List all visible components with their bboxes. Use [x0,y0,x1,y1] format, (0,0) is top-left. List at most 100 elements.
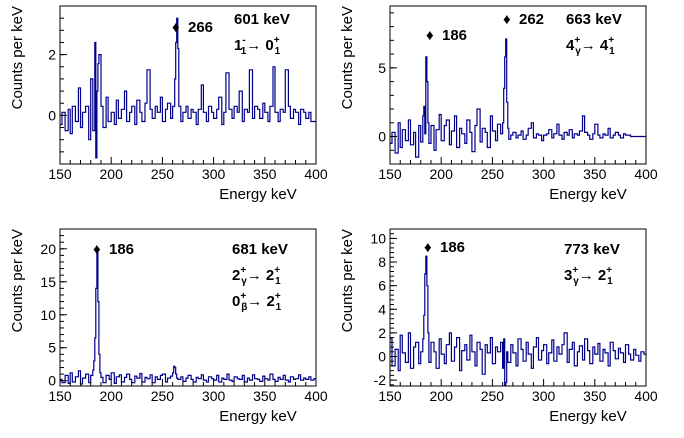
transition-part: 0 [261,37,274,54]
plot-frame [389,5,647,165]
transition-part: → [581,37,596,54]
transition-label: 4+ γ→ 4+ 1 [566,35,615,57]
x-axis-label: Energy keV [219,186,297,203]
x-tick-label: 300 [532,388,556,404]
y-tick-label: 0 [378,348,386,364]
y-tick-label: 0 [48,107,56,123]
transition-part: + [608,35,614,46]
transition-part: → [247,293,262,310]
x-tick-label: 150 [48,166,72,182]
plot-frame [59,228,317,387]
transition-part: 2 [594,267,607,284]
y-tick-label: 2 [48,47,56,63]
x-tick-label: 400 [634,166,658,182]
peak-marker-icon: ♦ [172,19,180,36]
x-tick-label: 200 [430,388,454,404]
x-tick-label: 200 [430,166,454,182]
transition-part: β [241,302,247,313]
x-tick-label: 400 [304,388,328,404]
x-tick-label: 350 [253,166,277,182]
data-series-1 [60,17,316,159]
y-tick-label: 8 [378,254,386,270]
transition-part: + [606,265,612,276]
x-tick-label: 250 [151,166,175,182]
peak-label: 266 [188,19,213,36]
y-tick-label: 5 [48,340,56,356]
data-series-2 [390,38,646,158]
y-axis-label: Counts per keV [339,6,356,109]
y-tick-label: 0 [378,129,386,145]
transition-part: → [246,37,261,54]
x-tick-label: 300 [202,388,226,404]
transition-part: 1 [607,276,613,287]
x-tick-label: 400 [304,166,328,182]
transition-part: 4 [566,37,575,54]
y-axis-label: Counts per keV [9,6,26,109]
transition-part: → [579,267,594,284]
peak-label: 186 [440,239,465,256]
transition-part: 1 [275,46,281,57]
x-tick-label: 400 [634,388,658,404]
x-tick-label: 300 [532,166,556,182]
chart-panel-2: 150 200 250 300 350 400 0 5 Energy keV Counts per… [339,5,658,203]
transition-label: 2+ γ→ 2+ 1 [232,265,281,287]
x-tick-label: 350 [583,166,607,182]
transition-part: + [572,265,578,276]
transition-part: + [240,265,246,276]
transition-part: + [574,35,580,46]
transition-part: - [242,35,245,46]
transition-part: → [247,267,262,284]
transition-part: + [275,291,281,302]
transition-part: 1 [241,46,247,57]
transition-part: 1 [276,302,282,313]
x-axis-label: Energy keV [549,408,627,425]
x-axis-label: Energy keV [549,186,627,203]
transition-energy: 773 keV [564,241,620,258]
transition-part: + [274,265,280,276]
x-tick-label: 250 [481,388,505,404]
y-tick-label: 0 [48,373,56,389]
y-tick-label: 6 [378,278,386,294]
x-tick-label: 300 [202,166,226,182]
x-tick-label: 350 [253,388,277,404]
transition-part: 1 [609,46,615,57]
x-tick-label: 150 [378,166,402,182]
peak-label: 186 [109,241,134,258]
transition-part: + [240,291,246,302]
x-tick-label: 200 [100,166,124,182]
y-tick-label: 5 [378,60,386,76]
data-series-3 [60,251,316,385]
plot-frame [389,228,647,387]
peak-marker-icon: ♦ [426,27,434,44]
y-tick-label: 20 [40,241,56,257]
peak-marker-icon: ♦ [93,241,101,258]
transition-part: 4 [596,37,609,54]
transition-part: 2 [232,267,240,284]
transition-part: 2 [262,267,275,284]
y-axis-label: Counts per keV [9,229,26,332]
transition-energy: 681 keV [232,241,288,258]
plot-frame [59,5,317,165]
x-axis-label: Energy keV [219,408,297,425]
transition-energy: 663 keV [566,11,622,28]
y-axis-label: Counts per keV [339,229,356,332]
transition-part: γ [573,276,579,287]
x-tick-label: 150 [378,388,402,404]
y-tick-label: 4 [378,301,386,317]
x-tick-label: 200 [100,388,124,404]
y-tick-label: 10 [40,307,56,323]
y-tick-label: 10 [370,230,386,246]
transition-part: γ [241,276,247,287]
peak-marker-icon: ♦ [424,239,432,256]
y-tick-label: 2 [378,325,386,341]
transition-part: 2 [262,293,275,310]
x-tick-label: 350 [583,388,607,404]
x-tick-label: 250 [151,388,175,404]
transition-label: 0+ β→ 2+ 1 [232,291,282,313]
x-tick-label: 150 [48,388,72,404]
y-tick-label: -2 [374,372,387,388]
transition-label: 1-1→ 0+ 1 [234,35,281,57]
peak-marker-icon: ♦ [503,11,511,28]
